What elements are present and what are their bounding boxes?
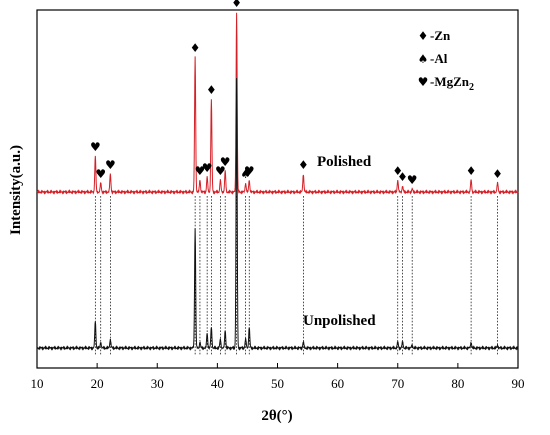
x-axis-title: 2θ(°) <box>261 408 292 424</box>
legend-symbol: ♥ <box>418 75 429 89</box>
peak-marker: ♥ <box>105 158 116 172</box>
peak-marker: ♦ <box>206 83 217 97</box>
legend: ♦ -Zn♠ -Al♥ -MgZn2 <box>418 28 474 93</box>
x-tick-label: 60 <box>331 376 344 391</box>
reference-lines <box>94 196 498 356</box>
peak-markers: ♥♥♥♦♥♥♦♥♥♦♠♥ ♦ ♦♦♥♦ ♦ <box>90 0 503 187</box>
series-layer <box>36 12 519 351</box>
peak-marker: ♦ <box>298 158 309 172</box>
peak-marker: ♠ <box>240 167 251 181</box>
x-tick-label: 10 <box>31 376 44 391</box>
peak-marker: ♥ <box>90 140 101 154</box>
x-tick-label: 40 <box>211 376 224 391</box>
legend-label: -MgZn2 <box>430 74 474 93</box>
legend-label: -Al <box>430 51 448 66</box>
x-tick-label: 50 <box>271 376 284 391</box>
legend-symbol: ♠ <box>418 52 429 66</box>
peak-marker: ♥ <box>195 164 206 178</box>
x-tick-label: 30 <box>151 376 164 391</box>
series-line-polished <box>36 12 519 195</box>
peak-marker: ♦ <box>231 0 242 10</box>
x-tick-label: 90 <box>512 376 525 391</box>
peak-marker: ♦ <box>492 167 503 181</box>
x-tick-label: 20 <box>91 376 104 391</box>
peak-marker: ♥ <box>407 173 418 187</box>
peak-marker: ♦ <box>392 164 403 178</box>
legend-subscript: 2 <box>469 82 474 93</box>
peak-marker: ♥ <box>220 155 231 169</box>
peak-marker: ♥ <box>215 164 226 178</box>
x-tick-label: 80 <box>451 376 464 391</box>
series-line-unpolished <box>36 78 519 351</box>
x-axis: 10 20 30 40 50 60 70 80 90 <box>31 363 525 391</box>
legend-symbol: ♦ <box>418 29 429 43</box>
peak-marker: ♦ <box>466 164 477 178</box>
y-axis-title: Intensity(a.u.) <box>8 145 24 235</box>
peak-marker: ♦ <box>190 41 201 55</box>
series-label-unpolished: Unpolished <box>303 313 376 329</box>
peak-marker: ♥ <box>244 164 255 178</box>
legend-label: -Zn <box>430 28 451 43</box>
peak-marker: ♥ <box>202 161 213 175</box>
peak-marker: ♦ <box>397 170 408 184</box>
series-label-polished: Polished <box>317 154 372 170</box>
peak-marker: ♥ <box>95 167 106 181</box>
x-tick-label: 70 <box>391 376 404 391</box>
